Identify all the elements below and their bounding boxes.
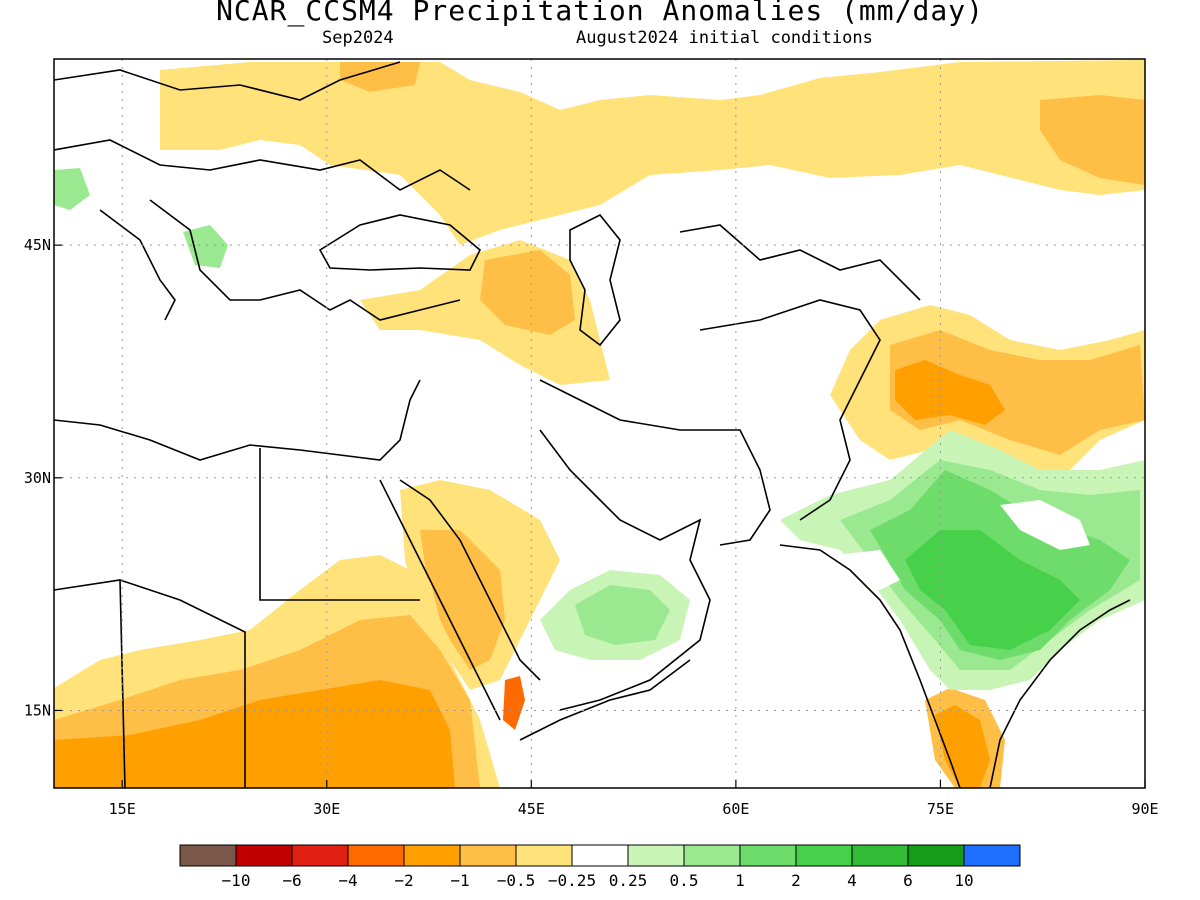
lon-tick-label: 60E	[722, 800, 749, 818]
anomaly-region-india-neutral-2	[1000, 500, 1090, 550]
anomaly-region-arabia-dry-2	[420, 530, 505, 670]
colorbar-swatch	[179, 844, 237, 867]
coast-mediterranean-south	[54, 379, 421, 461]
axis-ticks: 15E 30E 45E 60E 75E 90E 45N 30N 15N	[24, 236, 1159, 818]
border-iran	[539, 379, 771, 546]
coastlines	[54, 61, 1131, 788]
colorbar-label: 6	[903, 871, 913, 890]
colorbar-label: 1	[735, 871, 745, 890]
coast-caspian	[569, 213, 621, 347]
anomaly-region-balkan-wet	[183, 225, 228, 268]
coast-black-sea	[318, 214, 481, 271]
lat-tick-label: 15N	[24, 701, 51, 719]
colorbar-swatch	[627, 844, 685, 867]
anomaly-region-north-dry	[160, 60, 1145, 245]
lon-tick-label: 90E	[1131, 800, 1158, 818]
map-grid	[54, 59, 1145, 788]
anomaly-region-himalaya-dry-2	[890, 330, 1145, 455]
colorbar-swatch	[683, 844, 741, 867]
coast-red-sea	[379, 479, 541, 721]
lon-tick-label: 75E	[927, 800, 954, 818]
colorbar-label: 4	[847, 871, 857, 890]
border-afghan-pak	[699, 299, 881, 521]
colorbar-label: −1	[450, 871, 469, 890]
coast-india	[779, 544, 1131, 788]
anomaly-region-south-india-dry-2	[935, 705, 990, 788]
colorbar-swatch	[739, 844, 797, 867]
colorbar-swatch	[795, 844, 853, 867]
anomaly-region-yemen-dry	[503, 676, 525, 730]
lat-tick-label: 30N	[24, 469, 51, 487]
anomaly-region-himalaya-dry-3	[895, 360, 1005, 425]
colorbar-swatch	[291, 844, 349, 867]
colorbar-label: 0.25	[609, 871, 648, 890]
colorbar-swatch	[963, 844, 1021, 867]
anomaly-region-caucasus-dry-2	[480, 250, 575, 335]
colorbar-swatch	[851, 844, 909, 867]
coast-persian-gulf	[539, 429, 711, 711]
colorbar-swatch	[571, 844, 629, 867]
colorbar-label: −10	[222, 871, 251, 890]
colorbar-swatch	[347, 844, 405, 867]
anomaly-region-north-dry-2	[340, 62, 420, 92]
anomaly-region-africa-dry-3	[54, 680, 455, 788]
coast-italy-balkans	[99, 199, 461, 321]
anomaly-region-india-wet-4	[905, 530, 1080, 650]
anomaly-region-nw-wet	[54, 168, 90, 210]
anomaly-region-northeast-dry	[1040, 95, 1145, 185]
coast-europe-north	[54, 61, 471, 191]
colorbar-label: 0.5	[670, 871, 699, 890]
map-frame	[53, 58, 1146, 789]
colorbar-label: −0.5	[497, 871, 536, 890]
colorbar-label: −6	[282, 871, 301, 890]
colorbar-label: 2	[791, 871, 801, 890]
border-central-asia	[679, 224, 921, 301]
anomaly-region-oman-wet-2	[575, 585, 670, 645]
colorbar-swatch	[235, 844, 293, 867]
lon-tick-label: 15E	[109, 800, 136, 818]
colorbar-label: −2	[394, 871, 413, 890]
colorbar-swatch	[515, 844, 573, 867]
colorbar-label: 10	[954, 871, 973, 890]
lon-tick-label: 30E	[313, 800, 340, 818]
colorbar-swatch	[907, 844, 965, 867]
anomaly-region-india-neutral	[835, 550, 900, 590]
colorbar-label: −0.25	[548, 871, 596, 890]
colorbar-swatch	[459, 844, 517, 867]
init-conditions-label: August2024 initial conditions	[576, 28, 873, 48]
colorbar-swatch	[403, 844, 461, 867]
anomaly-field	[54, 60, 1145, 788]
coast-arabia-south	[519, 659, 691, 741]
map-title: NCAR_CCSM4 Precipitation Anomalies (mm/d…	[216, 0, 984, 27]
colorbar: −10 −6 −4 −2 −1 −0.5 −0.25 0.25 0.5 1 2 4 6 10	[179, 844, 1021, 890]
colorbar-label: −4	[338, 871, 357, 890]
lat-tick-label: 45N	[24, 236, 51, 254]
lon-tick-label: 45E	[518, 800, 545, 818]
valid-month-label: Sep2024	[322, 28, 394, 48]
